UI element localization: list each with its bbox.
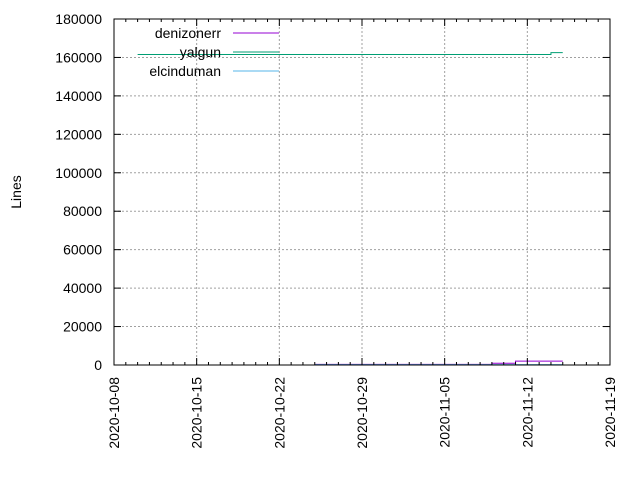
legend: denizonerr yalgun elcinduman — [149, 25, 279, 79]
y-tick-label: 40000 — [63, 280, 102, 296]
y-axis-title: Lines — [8, 175, 24, 208]
x-tick-label: 2020-10-29 — [354, 377, 370, 449]
x-tick-label: 2020-10-15 — [189, 377, 205, 449]
legend-label: yalgun — [180, 44, 221, 60]
series-lines — [137, 52, 563, 366]
y-tick-label: 180000 — [55, 11, 102, 27]
y-tick-label: 100000 — [55, 165, 102, 181]
x-tick-label: 2020-11-12 — [519, 377, 535, 448]
x-tick-labels: 2020-10-08 2020-10-15 2020-10-22 2020-10-29… — [106, 377, 618, 449]
y-tick-label: 20000 — [63, 319, 102, 335]
y-tick-label: 60000 — [63, 242, 102, 258]
axis-ticks — [113, 18, 611, 366]
x-tick-label: 2020-10-22 — [271, 377, 287, 449]
series-line-denizonerr — [314, 360, 563, 365]
series-line-yalgun — [137, 52, 563, 56]
y-tick-label: 120000 — [55, 126, 102, 142]
grid-lines — [114, 19, 610, 365]
y-tick-label: 0 — [94, 357, 102, 373]
y-tick-label: 160000 — [55, 49, 102, 65]
legend-label: denizonerr — [155, 25, 221, 41]
y-tick-labels: 0 20000 40000 60000 80000 100000 120000 140000 1… — [55, 11, 102, 373]
x-tick-label: 2020-11-19 — [602, 377, 618, 448]
y-tick-label: 80000 — [63, 203, 102, 219]
x-tick-label: 2020-11-05 — [437, 377, 453, 448]
y-tick-label: 140000 — [55, 88, 102, 104]
legend-label: elcinduman — [149, 63, 221, 79]
x-tick-label: 2020-10-08 — [106, 377, 122, 449]
